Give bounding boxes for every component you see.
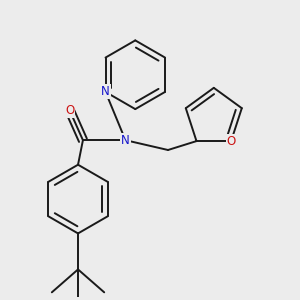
Text: N: N	[101, 85, 110, 98]
Text: O: O	[65, 104, 74, 117]
Text: N: N	[121, 134, 130, 147]
Text: O: O	[226, 135, 236, 148]
